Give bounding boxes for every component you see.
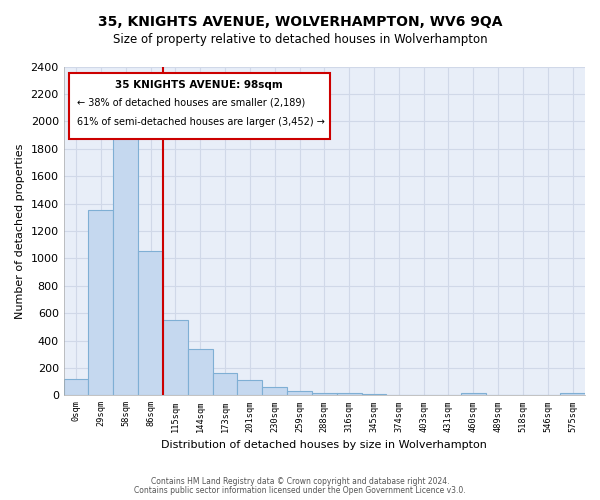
Bar — [262, 387, 287, 396]
Text: 35 KNIGHTS AVENUE: 98sqm: 35 KNIGHTS AVENUE: 98sqm — [115, 80, 283, 90]
Bar — [212, 374, 238, 396]
Bar — [312, 392, 337, 396]
Bar — [461, 394, 485, 396]
Bar — [138, 252, 163, 396]
Text: Contains HM Land Registry data © Crown copyright and database right 2024.: Contains HM Land Registry data © Crown c… — [151, 477, 449, 486]
Bar — [337, 394, 362, 396]
Text: ← 38% of detached houses are smaller (2,189): ← 38% of detached houses are smaller (2,… — [77, 98, 305, 108]
Bar — [188, 348, 212, 396]
Bar — [238, 380, 262, 396]
Text: Contains public sector information licensed under the Open Government Licence v3: Contains public sector information licen… — [134, 486, 466, 495]
Bar — [386, 394, 411, 396]
Text: 35, KNIGHTS AVENUE, WOLVERHAMPTON, WV6 9QA: 35, KNIGHTS AVENUE, WOLVERHAMPTON, WV6 9… — [98, 15, 502, 29]
Bar — [560, 394, 585, 396]
Y-axis label: Number of detached properties: Number of detached properties — [15, 143, 25, 318]
Text: Size of property relative to detached houses in Wolverhampton: Size of property relative to detached ho… — [113, 32, 487, 46]
Bar — [163, 320, 188, 396]
Bar — [88, 210, 113, 396]
FancyBboxPatch shape — [69, 73, 329, 139]
Bar — [113, 138, 138, 396]
Bar — [287, 391, 312, 396]
Text: 61% of semi-detached houses are larger (3,452) →: 61% of semi-detached houses are larger (… — [77, 118, 325, 128]
Bar — [64, 379, 88, 396]
Bar — [362, 394, 386, 396]
X-axis label: Distribution of detached houses by size in Wolverhampton: Distribution of detached houses by size … — [161, 440, 487, 450]
